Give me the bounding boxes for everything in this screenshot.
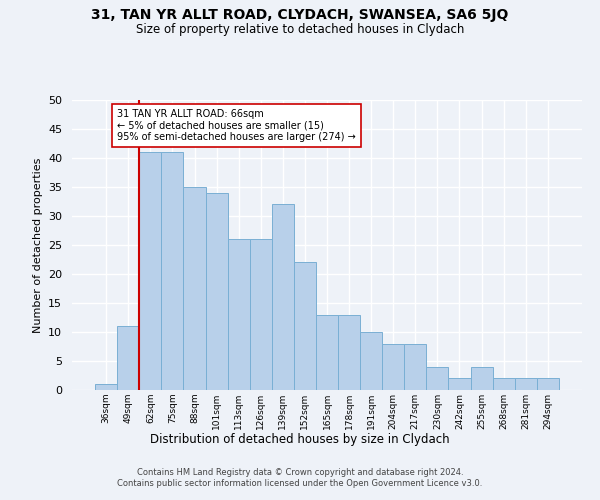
Text: 31 TAN YR ALLT ROAD: 66sqm
← 5% of detached houses are smaller (15)
95% of semi-: 31 TAN YR ALLT ROAD: 66sqm ← 5% of detac… — [117, 108, 356, 142]
Bar — [250, 239, 272, 390]
Bar — [360, 332, 382, 390]
Text: Distribution of detached houses by size in Clydach: Distribution of detached houses by size … — [150, 432, 450, 446]
Bar — [493, 378, 515, 390]
Bar — [382, 344, 404, 390]
Bar — [515, 378, 537, 390]
Text: Size of property relative to detached houses in Clydach: Size of property relative to detached ho… — [136, 22, 464, 36]
Bar — [448, 378, 470, 390]
Bar — [316, 314, 338, 390]
Bar — [139, 152, 161, 390]
Bar — [427, 367, 448, 390]
Bar — [184, 187, 206, 390]
Y-axis label: Number of detached properties: Number of detached properties — [32, 158, 43, 332]
Bar — [470, 367, 493, 390]
Bar — [117, 326, 139, 390]
Text: Contains HM Land Registry data © Crown copyright and database right 2024.
Contai: Contains HM Land Registry data © Crown c… — [118, 468, 482, 487]
Text: 31, TAN YR ALLT ROAD, CLYDACH, SWANSEA, SA6 5JQ: 31, TAN YR ALLT ROAD, CLYDACH, SWANSEA, … — [91, 8, 509, 22]
Bar — [161, 152, 184, 390]
Bar — [338, 314, 360, 390]
Bar — [227, 239, 250, 390]
Bar — [537, 378, 559, 390]
Bar — [272, 204, 294, 390]
Bar — [95, 384, 117, 390]
Bar — [294, 262, 316, 390]
Bar — [404, 344, 427, 390]
Bar — [206, 193, 227, 390]
